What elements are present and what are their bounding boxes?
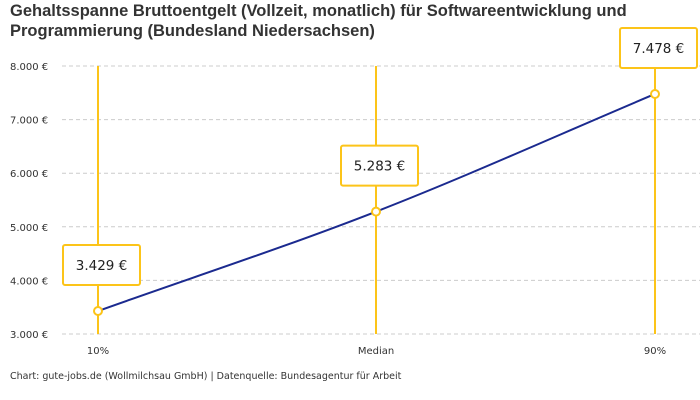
y-tick-label: 8.000 € bbox=[10, 62, 48, 73]
data-label: 5.283 € bbox=[354, 159, 406, 175]
chart-credit: Chart: gute-jobs.de (Wollmilchsau GmbH) … bbox=[10, 371, 402, 382]
data-label-box bbox=[340, 144, 419, 187]
y-tick-label: 3.000 € bbox=[10, 330, 48, 341]
data-label-box bbox=[619, 26, 698, 69]
y-tick-label: 5.000 € bbox=[10, 223, 48, 234]
x-tick-label: 90% bbox=[644, 346, 666, 357]
y-tick-label: 7.000 € bbox=[10, 116, 48, 127]
data-point bbox=[650, 88, 660, 99]
data-label: 3.429 € bbox=[76, 258, 128, 274]
x-tick-label: 10% bbox=[87, 346, 109, 357]
data-label: 7.478 € bbox=[633, 41, 685, 57]
y-tick-label: 4.000 € bbox=[10, 276, 48, 287]
x-tick-label: Median bbox=[358, 346, 394, 357]
data-label-box bbox=[62, 244, 141, 287]
y-tick-label: 6.000 € bbox=[10, 169, 48, 180]
chart-title: Gehaltsspanne Bruttoentgelt (Vollzeit, m… bbox=[10, 2, 627, 40]
data-point bbox=[371, 206, 381, 217]
data-point bbox=[93, 306, 103, 317]
